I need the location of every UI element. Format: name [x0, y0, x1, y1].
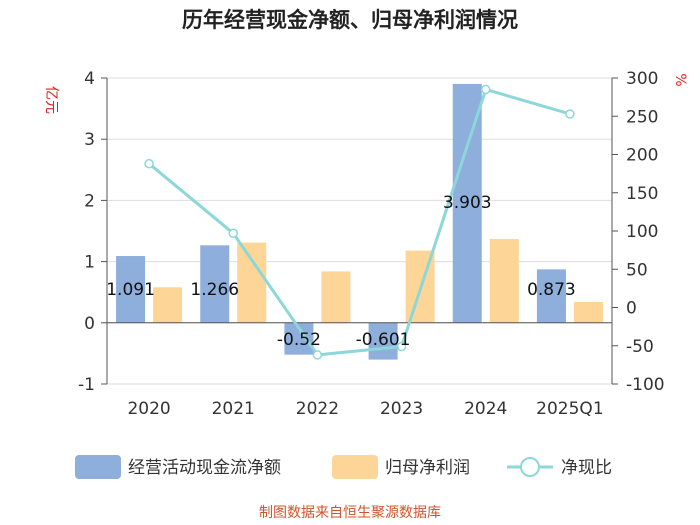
bar-cashflow: [536, 269, 566, 323]
line-point: [144, 158, 154, 169]
data-label: 1.266: [190, 280, 239, 300]
left-tick-label: 2: [84, 191, 95, 211]
bar-net-profit: [237, 242, 267, 323]
right-tick-label: 150: [626, 184, 658, 204]
line-layer: [144, 84, 575, 360]
data-label: -0.601: [356, 330, 411, 350]
legend-swatch-cashflow: [75, 455, 121, 479]
bar-net-profit: [489, 238, 519, 323]
left-tick-label: 1: [84, 253, 95, 273]
data-label: 0.873: [527, 280, 576, 300]
legend-label-net-profit: 归母净利润: [385, 458, 470, 478]
bar-cashflow: [116, 256, 146, 323]
right-tick-label: 0: [626, 299, 637, 319]
right-tick-label: 100: [626, 222, 658, 242]
left-tick-label: 3: [84, 130, 95, 150]
x-tick-label: 2025Q1: [536, 399, 603, 419]
right-tick-label: -50: [626, 337, 654, 357]
line-point: [228, 228, 238, 239]
data-label: 3.903: [443, 193, 492, 213]
left-tick-label: 4: [84, 69, 95, 89]
line-point: [396, 341, 407, 352]
bar-net-profit: [573, 301, 603, 323]
line-point: [481, 84, 491, 95]
source-note: 制图数据来自恒生聚源数据库: [259, 505, 441, 521]
label-layer: 1.091 1.266 -0.52 -0.601 3.903 0.873: [106, 193, 576, 350]
right-tick-label: 250: [626, 107, 658, 127]
legend-swatch-net-profit: [332, 455, 378, 479]
right-tick-label: 50: [626, 260, 648, 280]
right-tick-label: 200: [626, 146, 658, 166]
bar-cashflow: [200, 245, 230, 323]
data-label: 1.091: [106, 280, 155, 300]
x-tick-label: 2020: [127, 399, 170, 419]
line-point: [565, 109, 575, 119]
chart-title: 历年经营现金净额、归母净利润情况: [182, 8, 518, 32]
left-unit-label: 亿元: [43, 86, 59, 114]
x-tick-label: 2024: [464, 399, 507, 419]
bar-cashflow: [452, 83, 482, 323]
legend: 经营活动现金流净额 归母净利润 净现比: [75, 455, 612, 479]
bar-net-profit: [321, 271, 351, 323]
bar-cashflow: [368, 322, 398, 360]
left-tick-label: 0: [84, 314, 95, 334]
legend-label-net-cash-ratio: 净现比: [561, 458, 612, 478]
left-tick-label: -1: [78, 375, 95, 395]
legend-label-cashflow: 经营活动现金流净额: [128, 458, 281, 478]
right-tick-label: -100: [626, 375, 665, 395]
data-label: -0.52: [277, 330, 321, 350]
legend-marker-net-cash-ratio: [520, 457, 540, 477]
x-tick-label: 2021: [212, 399, 255, 419]
axis-layer: 4 3 2 1 0 -1 300 250 200 150 100 50 0 -50 -100 亿元% 2020 2…: [43, 69, 688, 419]
bar-net-profit: [153, 287, 183, 323]
line-point: [312, 350, 323, 360]
line-net-cash-ratio: [148, 87, 571, 357]
right-tick-label: 300: [626, 69, 658, 89]
x-tick-label: 2022: [296, 399, 339, 419]
x-tick-label: 2023: [380, 399, 423, 419]
right-unit-label: %: [672, 73, 688, 86]
bar-layer: [116, 83, 603, 360]
